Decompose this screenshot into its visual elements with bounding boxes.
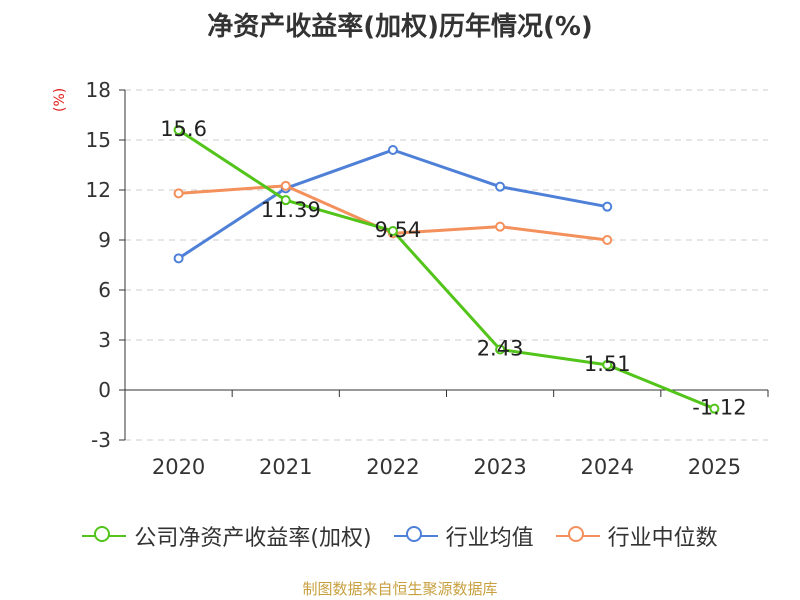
legend-marker-industry-median-icon	[555, 524, 600, 548]
legend-marker-industry-mean-icon	[393, 524, 438, 548]
data-label: 2.43	[477, 337, 524, 361]
x-tick-label: 2025	[688, 455, 741, 479]
legend-label-industry-median: 行业中位数	[607, 526, 718, 551]
data-point	[387, 145, 398, 155]
legend-item-industry-median[interactable]: 行业中位数	[555, 520, 718, 552]
data-label: 9.54	[375, 218, 422, 242]
data-point	[387, 226, 398, 236]
y-tick-label: 12	[86, 178, 111, 202]
chart-title: 净资产收益率(加权)历年情况(%)	[207, 12, 593, 42]
legend-item-industry-mean[interactable]: 行业均值	[393, 520, 534, 552]
data-label: -1.12	[692, 396, 746, 420]
y-tick-label: 15	[86, 128, 111, 152]
x-tick-label: 2022	[366, 455, 419, 479]
legend-item-company[interactable]: 公司净资产收益率(加权)	[82, 520, 372, 552]
x-tick-label: 2023	[473, 455, 526, 479]
data-point	[602, 201, 613, 212]
data-point	[602, 235, 613, 245]
y-tick-label: 0	[98, 378, 111, 402]
data-label: 15.6	[160, 117, 207, 141]
chart-legend: 公司净资产收益率(加权) 行业均值 行业中位数	[0, 520, 800, 552]
data-point	[709, 403, 720, 414]
data-label: 11.39	[261, 198, 321, 222]
data-source-note: 制图数据来自恒生聚源数据库	[302, 580, 498, 598]
data-label: 1.51	[584, 352, 631, 376]
data-point	[280, 180, 291, 191]
y-tick-label: -3	[91, 428, 111, 452]
legend-marker-company-icon	[82, 524, 127, 548]
y-tick-label: 9	[98, 228, 111, 252]
y-tick-label: 6	[98, 278, 111, 302]
x-tick-label: 2021	[259, 455, 312, 479]
data-point	[173, 188, 184, 199]
data-point	[602, 359, 613, 370]
data-point	[173, 125, 184, 135]
series-line-1	[177, 148, 608, 260]
data-point	[280, 195, 291, 206]
legend-label-industry-mean: 行业均值	[445, 526, 534, 551]
x-tick-label: 2020	[152, 455, 205, 479]
series-line-0	[177, 128, 715, 411]
data-point	[495, 221, 506, 232]
x-tick-label: 2024	[581, 455, 634, 479]
y-tick-label: 3	[98, 328, 111, 352]
data-point	[173, 253, 184, 264]
legend-label-company: 公司净资产收益率(加权)	[134, 526, 372, 551]
data-point	[495, 344, 506, 355]
data-point	[495, 181, 506, 192]
y-tick-label: 18	[86, 78, 111, 102]
